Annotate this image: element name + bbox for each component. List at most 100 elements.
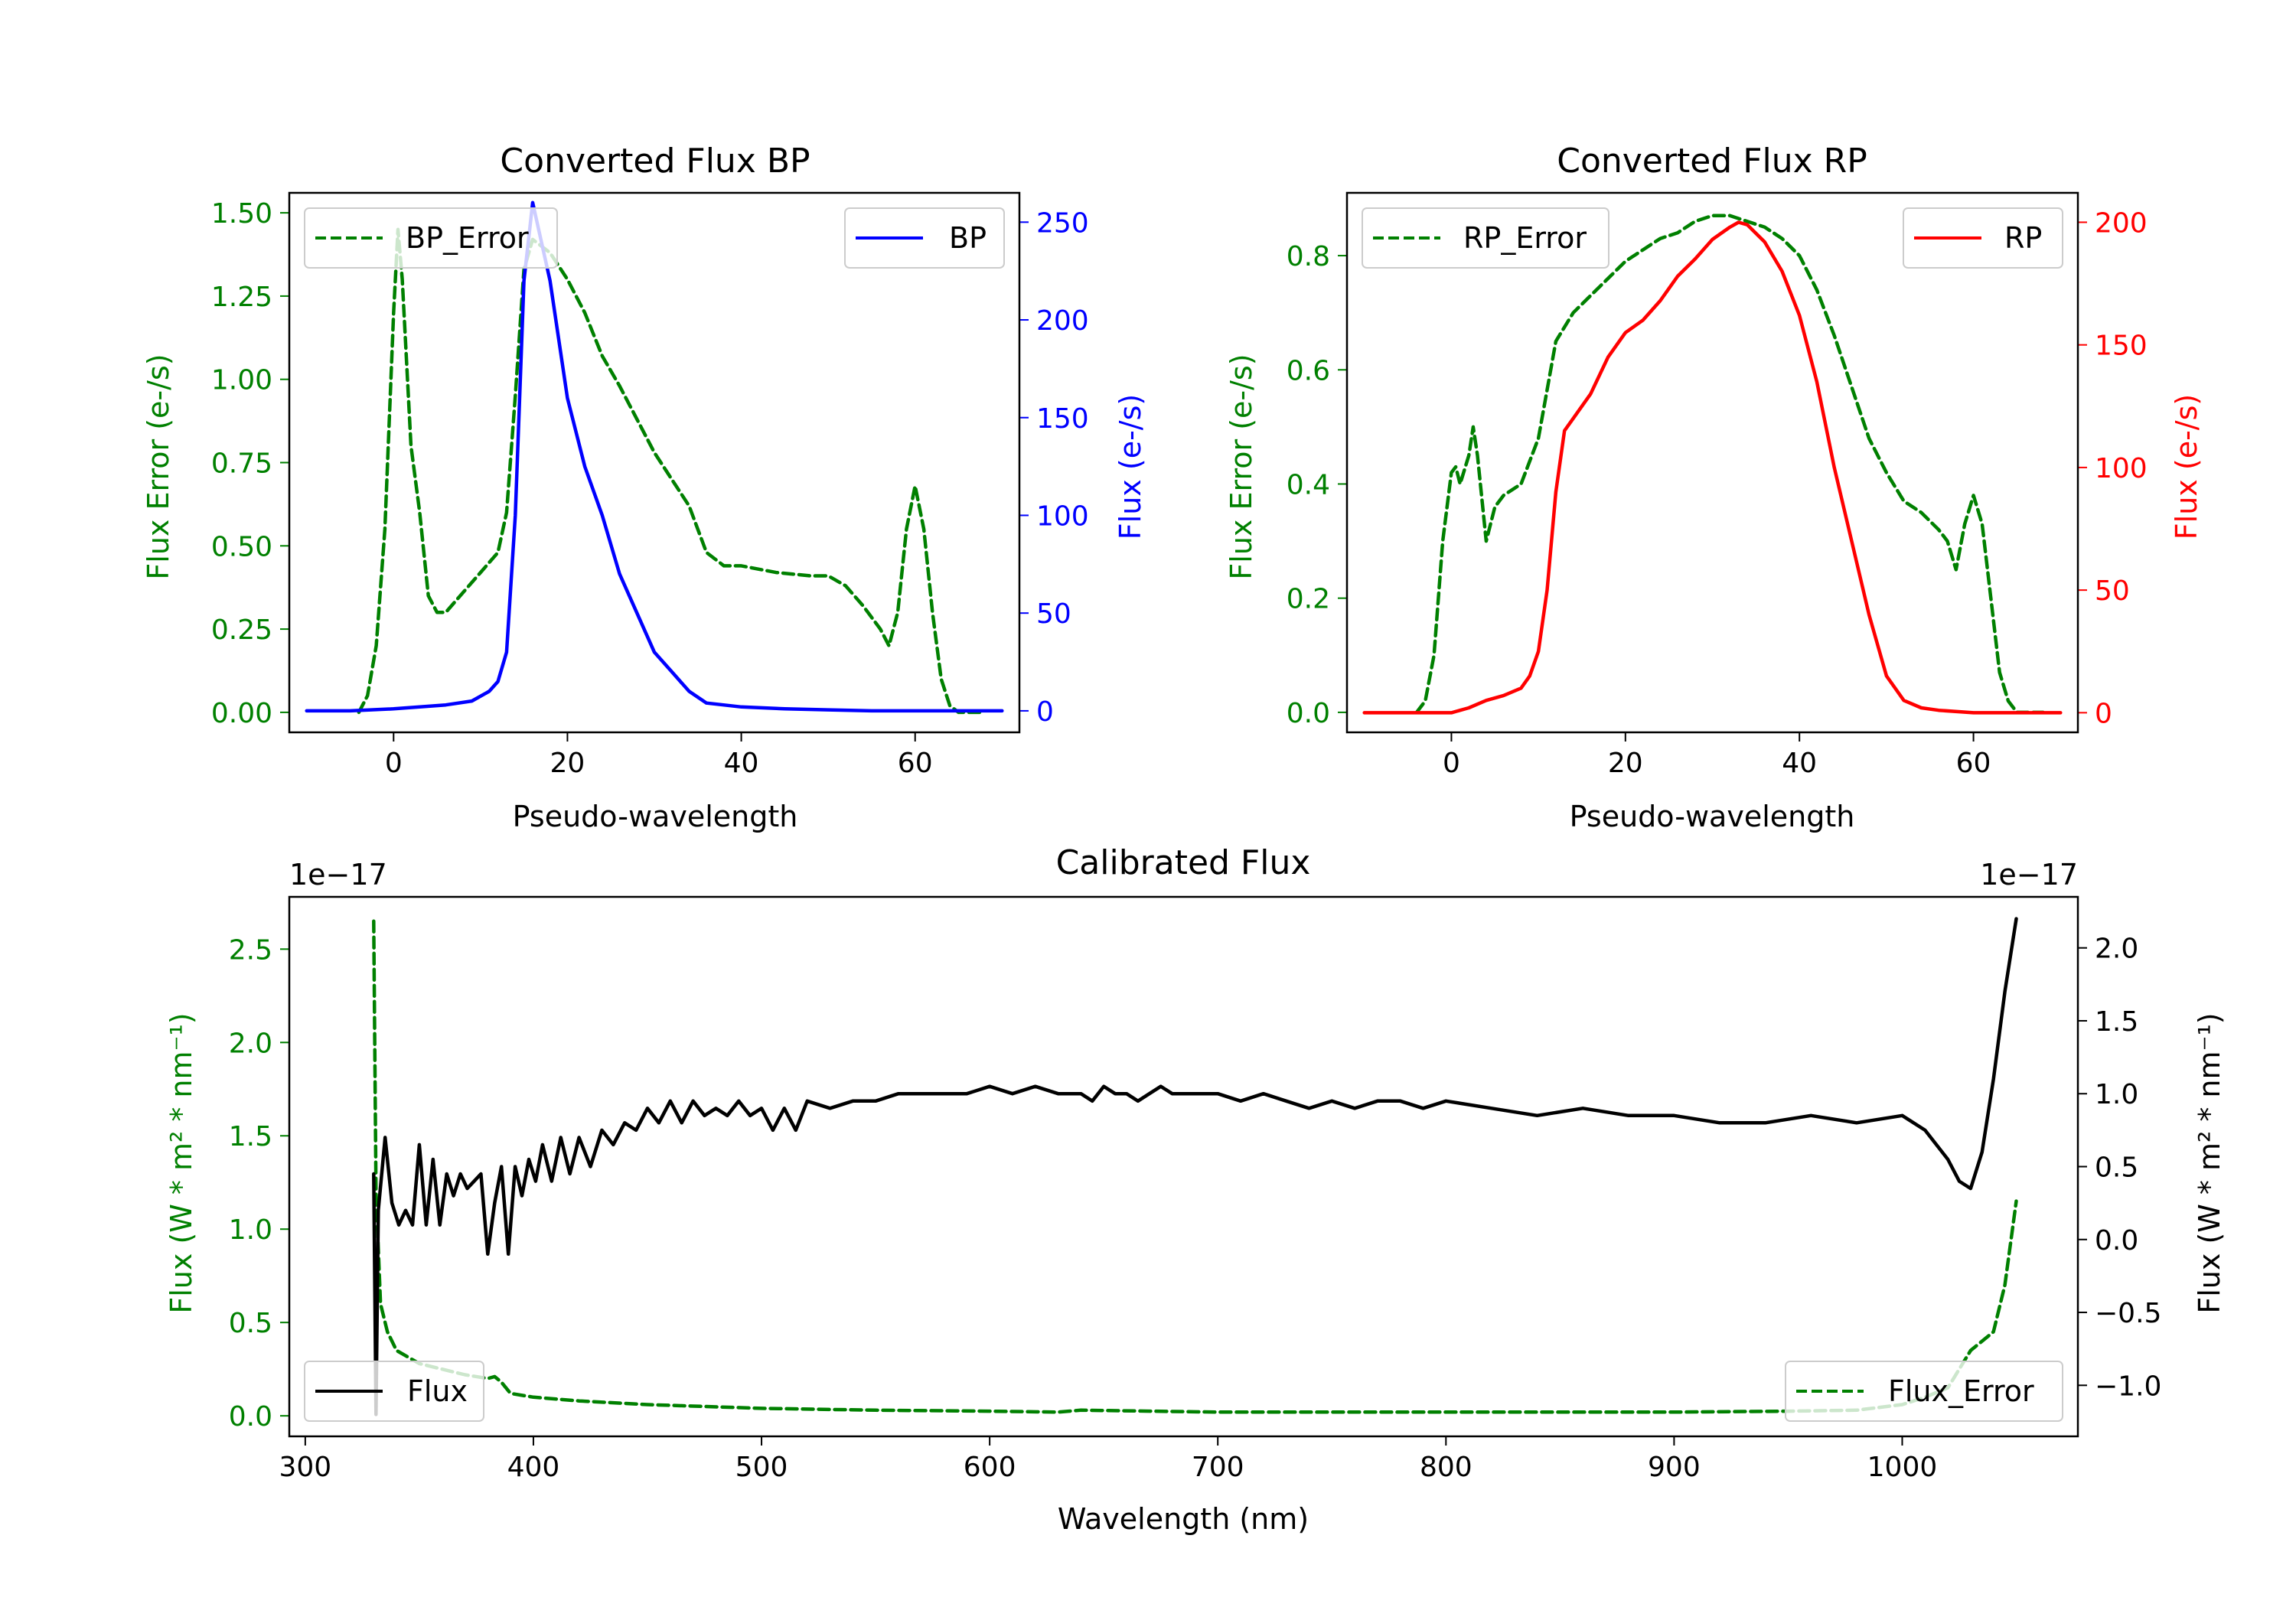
legend-upper-right: RP xyxy=(1903,207,2063,269)
legend-lower-left: Flux xyxy=(304,1361,484,1422)
left-y-axis-label: Flux (W * m² * nm⁻¹) xyxy=(165,1012,198,1313)
panel-converted-flux-bp: Converted Flux BP Pseudo-wavelength Flux… xyxy=(142,142,1147,833)
right-axis-offset-text: 1e−17 xyxy=(1980,858,2078,892)
axes-frame xyxy=(288,191,1021,734)
left-y-tick-label: 0.2 xyxy=(1287,584,1330,615)
left-y-tick-label: 0.8 xyxy=(1287,241,1330,272)
left-y-tick-label: 2.5 xyxy=(229,934,272,966)
right-y-tick-label: 100 xyxy=(2095,453,2148,484)
panel-converted-flux-rp: Converted Flux RP Pseudo-wavelength Flux… xyxy=(1225,142,2203,833)
legend-upper-left: BP_Error xyxy=(304,207,558,269)
right-y-tick-label: −0.5 xyxy=(2095,1298,2161,1329)
left-y-tick-label: 1.00 xyxy=(211,365,272,396)
right-y-axis-label: Flux (W * m² * nm⁻¹) xyxy=(2193,1012,2226,1313)
left-y-tick-label: 0.4 xyxy=(1287,469,1330,500)
left-y-tick-label: 1.50 xyxy=(211,198,272,230)
legend-box xyxy=(304,207,558,269)
right-y-tick-label: 50 xyxy=(1036,598,1071,630)
panel-title: Converted Flux RP xyxy=(1557,142,1867,181)
right-y-axis-label: Flux (e-/s) xyxy=(1114,394,1147,539)
left-y-tick-label: 0.75 xyxy=(211,448,272,480)
legend-label-bp-error: BP_Error xyxy=(406,221,529,255)
legend-lower-right: Flux_Error xyxy=(1785,1361,2063,1422)
series-group xyxy=(305,200,1004,715)
left-y-tick-label: 0.00 xyxy=(211,698,272,729)
series-line-bp xyxy=(305,200,1004,713)
tick-group: 0 20 40 60 0.00 0.25 0.50 0.75 1.00 1.25 1.50 0 50 10… xyxy=(211,198,1089,779)
legend-upper-left: RP_Error xyxy=(1362,207,1609,269)
right-y-tick-label: 0.5 xyxy=(2095,1152,2138,1184)
right-y-tick-label: 2.0 xyxy=(2095,934,2138,965)
right-y-tick-label: −1.0 xyxy=(2095,1371,2161,1402)
legend-label-flux: Flux xyxy=(407,1374,468,1408)
legend-box xyxy=(1362,207,1609,269)
x-tick-label: 400 xyxy=(507,1452,560,1483)
left-y-tick-label: 1.25 xyxy=(211,282,272,313)
x-tick-label: 60 xyxy=(898,748,933,779)
x-tick-label: 0 xyxy=(1443,748,1460,779)
x-tick-label: 20 xyxy=(1608,748,1643,779)
x-axis-label: Pseudo-wavelength xyxy=(1570,800,1855,833)
series-group xyxy=(1362,214,2063,715)
x-tick-label: 800 xyxy=(1420,1452,1473,1483)
x-tick-label: 500 xyxy=(735,1452,788,1483)
right-y-tick-label: 0.0 xyxy=(2095,1225,2138,1257)
x-tick-label: 600 xyxy=(964,1452,1016,1483)
right-y-tick-label: 1.5 xyxy=(2095,1006,2138,1038)
left-y-axis-label: Flux Error (e-/s) xyxy=(142,354,175,579)
left-y-tick-label: 0.6 xyxy=(1287,355,1330,386)
legend-label-rp: RP xyxy=(2004,221,2042,255)
right-y-axis-label: Flux (e-/s) xyxy=(2170,394,2203,539)
panel-title: Calibrated Flux xyxy=(1056,843,1311,882)
series-line-flux xyxy=(372,917,2018,1416)
axes-frame xyxy=(1345,191,2079,734)
legend-box xyxy=(304,1361,484,1422)
axes-frame xyxy=(288,895,2079,1438)
left-y-tick-label: 0.25 xyxy=(211,614,272,646)
left-y-tick-label: 0.0 xyxy=(229,1401,272,1433)
right-y-tick-label: 0 xyxy=(1036,696,1054,728)
tick-group: 0 20 40 60 0.0 0.2 0.4 0.6 0.8 0 50 100 150 200 xyxy=(1287,207,2148,779)
legend-label-flux-error: Flux_Error xyxy=(1888,1374,2034,1408)
series-line-bp-error xyxy=(357,227,987,715)
x-tick-label: 60 xyxy=(1956,748,1991,779)
legend-label-bp: BP xyxy=(949,221,987,255)
legend-label-rp-error: RP_Error xyxy=(1463,221,1587,255)
series-line-rp xyxy=(1362,220,2063,715)
right-y-tick-label: 250 xyxy=(1036,207,1089,239)
series-line-rp-error xyxy=(1414,214,2045,715)
panel-title: Converted Flux BP xyxy=(500,142,810,181)
left-y-tick-label: 2.0 xyxy=(229,1028,272,1059)
left-axis-offset-text: 1e−17 xyxy=(289,858,387,892)
x-tick-label: 700 xyxy=(1192,1452,1244,1483)
panel-calibrated-flux: Calibrated Flux Wavelength (nm) Flux (W … xyxy=(165,843,2226,1536)
right-y-tick-label: 200 xyxy=(2095,207,2148,239)
left-y-tick-label: 0.5 xyxy=(229,1308,272,1339)
left-y-tick-label: 1.5 xyxy=(229,1121,272,1152)
x-tick-label: 0 xyxy=(385,748,403,779)
right-y-tick-label: 150 xyxy=(2095,331,2148,362)
right-y-tick-label: 1.0 xyxy=(2095,1079,2138,1110)
legend-box xyxy=(1903,207,2063,269)
right-y-tick-label: 100 xyxy=(1036,500,1089,532)
x-tick-label: 1000 xyxy=(1867,1452,1938,1483)
x-tick-label: 40 xyxy=(1782,748,1817,779)
x-tick-label: 20 xyxy=(550,748,585,779)
x-axis-label: Wavelength (nm) xyxy=(1058,1502,1309,1536)
left-y-tick-label: 0.0 xyxy=(1287,698,1330,729)
right-y-tick-label: 50 xyxy=(2095,575,2130,607)
x-tick-label: 900 xyxy=(1648,1452,1701,1483)
left-y-tick-label: 1.0 xyxy=(229,1214,272,1246)
left-y-tick-label: 0.50 xyxy=(211,531,272,562)
right-y-tick-label: 0 xyxy=(2095,698,2112,729)
x-axis-label: Pseudo-wavelength xyxy=(513,800,798,833)
right-y-tick-label: 150 xyxy=(1036,403,1089,435)
left-y-axis-label: Flux Error (e-/s) xyxy=(1225,354,1258,579)
tick-group: 300 400 500 600 700 800 900 1000 0.0 0.5 1.0 1.5 2.0… xyxy=(229,934,2162,1483)
x-tick-label: 40 xyxy=(724,748,759,779)
legend-upper-right: BP xyxy=(844,207,1005,269)
legend-box xyxy=(1785,1361,2063,1422)
legend-box xyxy=(844,207,1005,269)
x-tick-label: 300 xyxy=(279,1452,332,1483)
